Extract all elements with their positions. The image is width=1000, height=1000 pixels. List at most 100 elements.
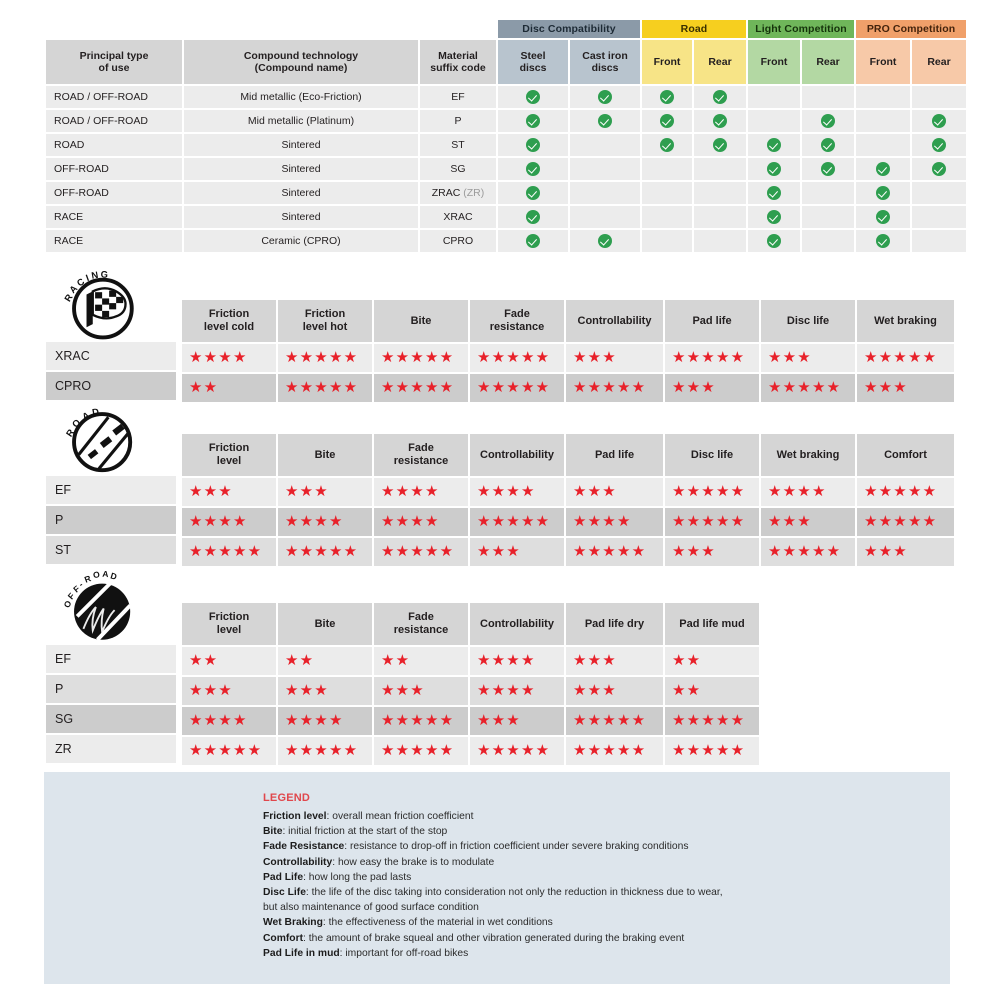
rating-cell: ★★★★ — [761, 478, 855, 506]
star-rating: ★★★ — [381, 682, 425, 699]
check-icon — [660, 114, 674, 128]
cell-not-compatible — [748, 86, 800, 108]
star-rating: ★★★★★ — [381, 349, 455, 366]
cell-principal-use: RACE — [46, 206, 182, 228]
legend-term: Pad Life — [263, 871, 304, 883]
check-icon — [713, 114, 727, 128]
cell-compatible — [856, 182, 911, 204]
star-rating: ★★ — [189, 652, 219, 669]
rating-cell: ★★★★★ — [374, 538, 468, 566]
rating-cell: ★★★ — [857, 374, 954, 402]
check-icon — [767, 138, 781, 152]
cell-material-suffix-code: SG — [420, 158, 496, 180]
rating-cell: ★★★ — [182, 677, 276, 705]
cell-material-suffix-code: EF — [420, 86, 496, 108]
cell-not-compatible — [912, 230, 967, 252]
column-header: Bite — [278, 434, 372, 476]
rating-cell: ★★★★★ — [665, 478, 759, 506]
table-row: ★★ ★★★★★ ★★★★★ ★★★★★ ★★★★★ ★★★ ★★★★★ ★★★ — [180, 374, 954, 402]
star-rating: ★★★★★ — [477, 742, 551, 759]
row-label-row: XRAC — [46, 342, 176, 370]
legend-term: Wet Braking — [263, 917, 323, 929]
rating-cell: ★★★★★ — [566, 538, 663, 566]
rating-cell: ★★★★★ — [278, 344, 372, 372]
cell-compatible — [570, 86, 640, 108]
cell-compound-technology: Sintered — [184, 158, 418, 180]
star-rating: ★★ — [285, 652, 315, 669]
star-rating: ★★★★ — [381, 513, 440, 530]
star-rating: ★★★ — [573, 652, 617, 669]
road-logo-letter: D — [91, 407, 100, 418]
rating-cell: ★★★★★ — [566, 707, 663, 735]
rating-cell: ★★★★★ — [470, 344, 564, 372]
rating-cell: ★★★★★ — [857, 478, 954, 506]
racing-logo-letter: R — [63, 292, 75, 303]
cell-not-compatible — [856, 86, 911, 108]
column-header: Friction level cold — [182, 300, 276, 342]
compound-row-label: EF — [46, 645, 176, 673]
cell-not-compatible — [642, 230, 692, 252]
row-label-row: P — [46, 506, 176, 534]
table-row: ★★★★ ★★★★ ★★★★★ ★★★ ★★★★★ ★★★★★ — [180, 707, 759, 735]
star-rating: ★★★★ — [189, 513, 248, 530]
offroad-logo-letter: O — [62, 599, 74, 610]
rating-cell: ★★★★★ — [761, 374, 855, 402]
star-rating: ★★★ — [864, 379, 908, 396]
star-rating: ★★★ — [285, 483, 329, 500]
cell-compatible — [498, 158, 568, 180]
rating-cell: ★★★★★ — [374, 737, 468, 765]
star-rating: ★★ — [381, 652, 411, 669]
cell-not-compatible — [642, 182, 692, 204]
cell-not-compatible — [570, 134, 640, 156]
star-rating: ★★★ — [672, 379, 716, 396]
cell-compound-technology: Ceramic (CPRO) — [184, 230, 418, 252]
check-icon — [526, 162, 540, 176]
rating-cell: ★★ — [182, 374, 276, 402]
rating-cell: ★★★★★ — [761, 538, 855, 566]
column-header: Pad life — [566, 434, 663, 476]
rating-cell: ★★★★★ — [374, 374, 468, 402]
star-rating: ★★★ — [864, 543, 908, 560]
road-logo-letter: R — [64, 427, 76, 438]
checkered-flag-icon: R A C I N G — [60, 268, 138, 346]
rating-cell: ★★★★ — [374, 478, 468, 506]
rating-cell: ★★★ — [665, 374, 759, 402]
rating-cell: ★★★★ — [278, 508, 372, 536]
column-header: Pad life — [665, 300, 759, 342]
cell-principal-use: ROAD / OFF-ROAD — [46, 110, 182, 132]
star-rating: ★★★★ — [477, 682, 536, 699]
check-icon — [876, 234, 891, 248]
rating-cell: ★★★★★ — [374, 707, 468, 735]
check-icon — [876, 162, 891, 176]
group-header-disc-compatibility: Disc Compatibility — [498, 20, 640, 38]
column-header: Fade resistance — [470, 300, 564, 342]
offroad-icon: O F F - R O A D — [60, 568, 138, 646]
star-rating: ★★★★★ — [285, 742, 359, 759]
column-header: Material suffix code — [420, 40, 496, 84]
cell-not-compatible — [694, 182, 746, 204]
offroad-logo-letter: F — [66, 591, 77, 601]
cell-compound-technology: Sintered — [184, 182, 418, 204]
road-icon: R O A D — [60, 400, 138, 478]
star-rating: ★★★★★ — [768, 379, 842, 396]
cell-compatible — [912, 158, 967, 180]
racing-logo-letter: C — [75, 276, 86, 288]
rating-cell: ★★★ — [665, 538, 759, 566]
check-icon — [526, 210, 540, 224]
cell-compatible — [748, 182, 800, 204]
compound-row-label: ST — [46, 536, 176, 564]
star-rating: ★★★ — [477, 712, 521, 729]
column-header: Front — [748, 40, 800, 84]
racing-header-row: Friction level cold Friction level hot Bite F… — [180, 300, 954, 342]
rating-cell: ★★★ — [470, 538, 564, 566]
rating-cell: ★★ — [374, 647, 468, 675]
group-header-row: Disc Compatibility Road Light Competition P… — [46, 20, 967, 38]
offroad-logo-letter: A — [102, 569, 109, 580]
star-rating: ★★★★★ — [189, 543, 263, 560]
compound-row-label: XRAC — [46, 342, 176, 370]
racing-row-labels: XRAC CPRO — [44, 340, 178, 402]
offroad-logo-letter: - — [77, 579, 85, 589]
racing-ratings-table: Friction level cold Friction level hot Bite F… — [178, 298, 956, 404]
check-icon — [876, 186, 891, 200]
